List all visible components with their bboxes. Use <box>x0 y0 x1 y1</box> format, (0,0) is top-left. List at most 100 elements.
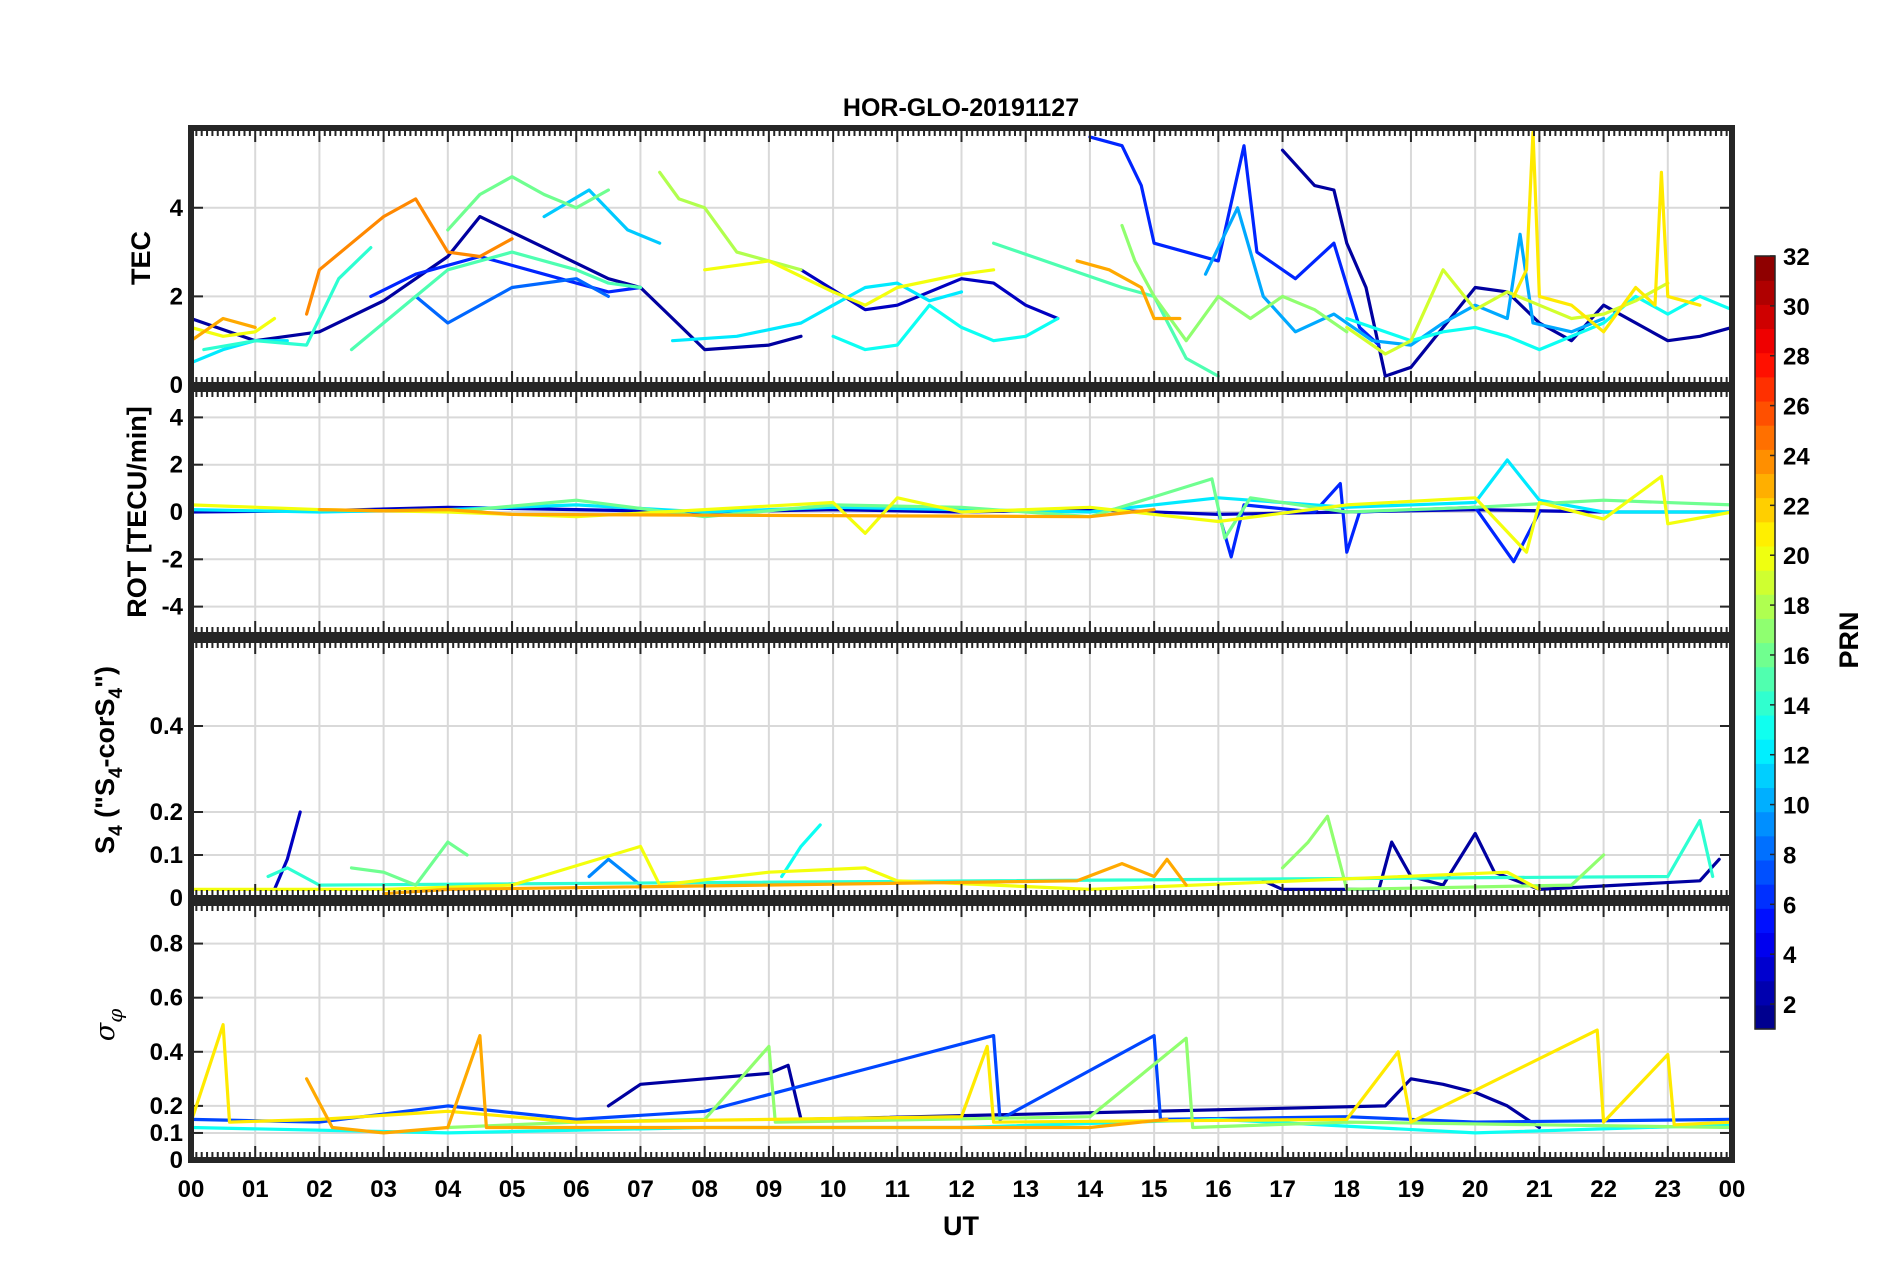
colorbar-tick-label: 20 <box>1783 543 1810 570</box>
x-tick-label: 10 <box>820 1176 847 1203</box>
tec-series-prn14 <box>202 246 373 352</box>
rot-ytick-label: 2 <box>170 452 183 479</box>
x-tick-label: 08 <box>691 1176 718 1203</box>
rot-ylabel: ROT [TECU/min] <box>122 406 152 617</box>
rot-frame <box>188 386 1735 638</box>
colorbar-tick-label: 30 <box>1783 294 1810 321</box>
s4-series-prn16 <box>349 840 469 887</box>
sigma-phi-series-prn7 <box>189 1033 1734 1124</box>
colorbar-swatch <box>1755 956 1775 982</box>
colorbar-swatch <box>1755 932 1775 958</box>
tec-series-prn6 <box>1088 135 1381 347</box>
colorbar-frame <box>1754 255 1776 1030</box>
sigma-phi-ylabel: σφ <box>90 1009 127 1041</box>
x-tick-label: 19 <box>1398 1176 1425 1203</box>
s4-series-prn17 <box>1280 814 1606 892</box>
x-axis-label: UT <box>943 1211 979 1241</box>
sigma-phi-ytick-label: 0.2 <box>150 1093 183 1120</box>
s4-ytick-label: 0.2 <box>150 799 183 826</box>
s4-frame <box>188 637 1735 901</box>
colorbar-swatch <box>1755 835 1775 861</box>
colorbar-swatch <box>1755 739 1775 764</box>
tec-series-prn3 <box>799 268 1060 321</box>
colorbar-swatch <box>1755 425 1775 450</box>
s4-ytick-label: 0 <box>170 885 183 912</box>
s4-series-prn9 <box>587 857 643 887</box>
tec-series-prn2 <box>1280 148 1734 378</box>
panel-tec: 0 2 4 <box>170 125 1735 399</box>
colorbar-swatch <box>1755 714 1775 740</box>
sigma-phi-ytick-label: 0.6 <box>150 985 183 1012</box>
colorbar-swatch <box>1755 545 1775 571</box>
s4-series-prn20 <box>189 844 1542 892</box>
x-tick-label: 20 <box>1462 1176 1489 1203</box>
tec-series-prn23 <box>189 316 257 343</box>
tec-series-prn8 <box>414 277 611 325</box>
x-tick-label: 00 <box>178 1176 205 1203</box>
tec-series-prn2 <box>189 215 803 352</box>
sigma-phi-ytick-label: 0.4 <box>150 1039 184 1066</box>
colorbar-swatch <box>1755 497 1775 523</box>
tec-series-prn12 <box>670 281 964 343</box>
x-tick-label: 12 <box>948 1176 975 1203</box>
x-tick-label: 13 <box>1012 1176 1039 1203</box>
colorbar-swatch <box>1755 618 1775 644</box>
colorbar-swatch <box>1755 763 1775 789</box>
colorbar-tick-label: 12 <box>1783 743 1810 770</box>
colorbar-tick-label: 28 <box>1783 344 1810 371</box>
colorbar-tick-label: 2 <box>1783 992 1796 1019</box>
rot-series-prn20 <box>189 474 1734 554</box>
panel-s4: 0 0.1 0.2 0.4 <box>150 637 1735 912</box>
x-tick-label: 01 <box>242 1176 269 1203</box>
colorbar-swatch <box>1755 521 1775 547</box>
tec-frame <box>188 125 1735 388</box>
sigma-phi-ytick-label: 0.1 <box>150 1120 183 1147</box>
colorbar-swatch <box>1755 594 1775 619</box>
tec-series-prn13 <box>1345 294 1734 352</box>
colorbar-swatch <box>1755 908 1775 933</box>
colorbar-swatch <box>1755 304 1775 330</box>
colorbar-swatch <box>1755 256 1775 281</box>
colorbar-swatch <box>1755 666 1775 692</box>
colorbar-swatch <box>1755 376 1775 402</box>
x-axis-ticks: 00 01 02 03 04 05 06 07 08 09 10 11 12 13 14 15 16 17 18 19… <box>178 1176 1746 1203</box>
colorbar-tick-label: 16 <box>1783 643 1810 670</box>
colorbar-swatch <box>1755 690 1775 716</box>
x-tick-label: 03 <box>370 1176 397 1203</box>
tec-ylabel: TEC <box>126 231 156 285</box>
tec-ytick-label: 0 <box>170 372 183 399</box>
colorbar-tick-label: 10 <box>1783 793 1810 820</box>
panel-rot: -4 -2 0 2 4 <box>162 386 1735 638</box>
tec-series-prn24 <box>305 197 514 316</box>
s4-ytick-label: 0.4 <box>150 713 184 740</box>
tec-series-prn19 <box>1345 268 1670 356</box>
colorbar-swatch <box>1755 280 1775 305</box>
tec-series-prn6 <box>369 254 643 298</box>
tec-ytick-label: 2 <box>170 283 183 310</box>
colorbar-tick-label: 24 <box>1783 443 1810 470</box>
colorbar-swatch <box>1755 642 1775 668</box>
colorbar-label: PRN <box>1834 611 1864 668</box>
x-tick-label: 02 <box>306 1176 333 1203</box>
colorbar-swatch <box>1755 787 1775 813</box>
x-tick-label: 17 <box>1269 1176 1296 1203</box>
rot-ytick-label: -4 <box>162 594 184 621</box>
colorbar-tick-label: 8 <box>1783 842 1796 869</box>
colorbar-swatch <box>1755 811 1775 837</box>
colorbar-swatch <box>1755 1004 1775 1030</box>
tec-series-prn15 <box>349 250 643 352</box>
x-tick-label: 15 <box>1141 1176 1168 1203</box>
tec-series-prn10 <box>1203 206 1606 347</box>
x-tick-label: 00 <box>1719 1176 1746 1203</box>
rot-series-prn23 <box>317 508 1156 519</box>
colorbar-swatch <box>1755 980 1775 1006</box>
tec-series-prn21 <box>1512 130 1702 334</box>
s4-series-prn3 <box>272 810 302 892</box>
sigma-phi-ytick-label: 0 <box>170 1147 183 1174</box>
colorbar-swatch <box>1755 570 1775 595</box>
chart-title: HOR-GLO-20191127 <box>843 94 1079 122</box>
tec-series-prn20 <box>189 316 277 338</box>
x-tick-label: 06 <box>563 1176 590 1203</box>
